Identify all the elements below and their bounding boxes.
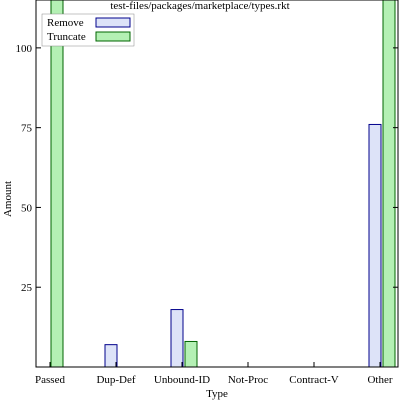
legend: Remove Truncate — [41, 13, 135, 47]
bar-truncate-other — [382, 0, 396, 368]
x-tick-label: Passed — [35, 374, 65, 386]
legend-swatch — [95, 17, 131, 28]
y-axis-label: Amount — [2, 181, 14, 217]
bar-remove-other — [368, 123, 382, 368]
x-tick-label: Contract-V — [289, 374, 339, 386]
x-axis-label: Type — [206, 388, 228, 400]
bar-remove-unbound-id — [170, 309, 184, 368]
bars — [50, 0, 396, 368]
legend-swatch — [95, 31, 131, 42]
y-tick-label: 25 — [21, 282, 33, 294]
x-tick-label: Not-Proc — [228, 374, 268, 386]
x-tick-label: Unbound-ID — [154, 374, 210, 386]
bar-remove-dup-def — [104, 344, 118, 368]
chart-title: test-files/packages/marketplace/types.rk… — [110, 0, 289, 12]
y-tick-label: 100 — [16, 43, 33, 55]
y-axis: 25 50 75 100 — [16, 43, 398, 294]
legend-label: Truncate — [47, 31, 86, 43]
y-tick-label: 50 — [21, 202, 33, 214]
legend-label: Remove — [47, 17, 84, 29]
x-tick-label: Other — [367, 374, 392, 386]
y-tick-label: 75 — [21, 123, 33, 135]
x-tick-label: Dup-Def — [96, 374, 135, 386]
bar-truncate-passed — [50, 0, 64, 368]
bar-truncate-unbound-id — [184, 340, 198, 368]
x-axis: Passed Dup-Def Unbound-ID Not-Proc Contract-… — [35, 362, 393, 386]
plot-frame — [35, 0, 399, 368]
